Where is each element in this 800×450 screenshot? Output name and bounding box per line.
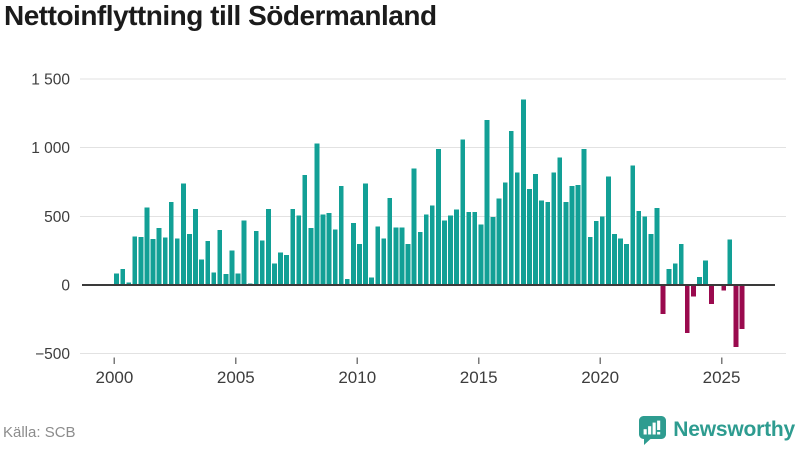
- newsworthy-bubble-icon: [639, 415, 667, 445]
- svg-text:1 500: 1 500: [31, 72, 70, 89]
- svg-text:−500: −500: [35, 346, 70, 363]
- source-label: Källa: SCB: [3, 424, 76, 441]
- svg-text:500: 500: [44, 209, 70, 226]
- newsworthy-logo: Newsworthy: [639, 414, 795, 446]
- page-title: Nettoinflyttning till Södermanland: [4, 0, 437, 31]
- svg-text:2010: 2010: [338, 368, 376, 387]
- newsworthy-logo-text: Newsworthy: [673, 418, 795, 441]
- svg-text:2000: 2000: [95, 368, 133, 387]
- svg-text:2025: 2025: [703, 368, 741, 387]
- svg-text:0: 0: [61, 278, 70, 295]
- svg-text:2020: 2020: [581, 368, 619, 387]
- svg-text:1 000: 1 000: [31, 140, 70, 157]
- svg-text:2005: 2005: [217, 368, 255, 387]
- svg-text:2015: 2015: [460, 368, 498, 387]
